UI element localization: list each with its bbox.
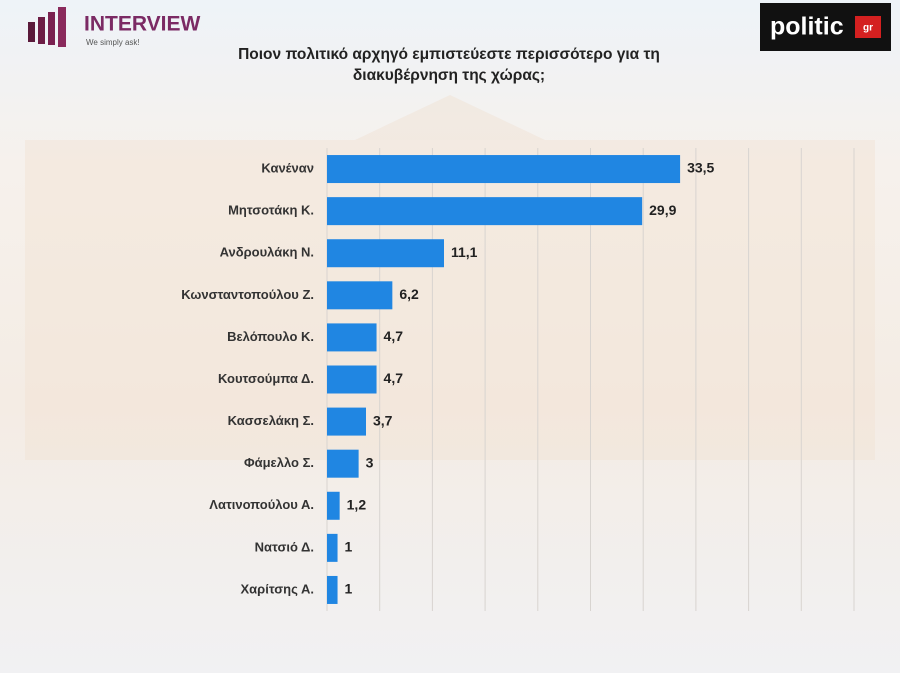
- category-label: Ανδρουλάκη Ν.: [220, 245, 314, 260]
- logo-bar: [58, 7, 66, 47]
- bar: [327, 323, 377, 352]
- logo-bar: [48, 12, 55, 45]
- category-label: Μητσοτάκη Κ.: [228, 203, 314, 218]
- bar: [327, 281, 393, 310]
- politic-logo: politic gr: [760, 3, 891, 51]
- logo-text: politic: [770, 13, 844, 41]
- value-label: 11,1: [451, 244, 478, 260]
- bar: [327, 533, 338, 562]
- category-label: Χαρίτσης Α.: [241, 581, 314, 596]
- logo-suffix: gr: [863, 23, 873, 34]
- category-label: Νατσιό Δ.: [255, 539, 314, 554]
- category-label: Κανέναν: [261, 160, 314, 175]
- category-label: Κασσελάκη Σ.: [228, 413, 314, 428]
- category-label: Βελόπουλο Κ.: [227, 329, 314, 344]
- logo-tagline: We simply ask!: [86, 38, 140, 47]
- logo-bar: [38, 17, 45, 44]
- background-building: [25, 140, 875, 460]
- value-label: 1: [345, 581, 353, 597]
- bar: [327, 197, 643, 226]
- value-label: 4,7: [384, 328, 404, 344]
- background-roof: [355, 95, 545, 140]
- value-label: 3,7: [373, 412, 393, 428]
- value-label: 6,2: [399, 286, 419, 302]
- bar: [327, 575, 338, 604]
- chart-title: Ποιον πολιτικό αρχηγό εμπιστεύεστε περισ…: [238, 46, 660, 84]
- bar: [327, 365, 377, 394]
- category-label: Κωνσταντοπούλου Ζ.: [181, 287, 314, 302]
- value-label: 29,9: [649, 202, 676, 218]
- value-label: 4,7: [384, 370, 404, 386]
- value-label: 33,5: [687, 160, 714, 176]
- value-label: 3: [366, 454, 374, 470]
- category-label: Λατινοπούλου Α.: [209, 497, 314, 512]
- logo-text: INTERVIEW: [84, 13, 200, 36]
- interview-logo: INTERVIEW We simply ask!: [28, 7, 200, 47]
- bar: [327, 239, 444, 268]
- bar: [327, 407, 366, 436]
- category-label: Κουτσούμπα Δ.: [218, 371, 314, 386]
- category-label: Φάμελλο Σ.: [244, 455, 314, 470]
- bar: [327, 155, 681, 184]
- bar: [327, 449, 359, 478]
- logo-red-box: [855, 16, 881, 38]
- value-label: 1,2: [347, 496, 367, 512]
- logo-bar: [28, 22, 35, 42]
- bar: [327, 491, 340, 520]
- value-label: 1: [345, 539, 353, 555]
